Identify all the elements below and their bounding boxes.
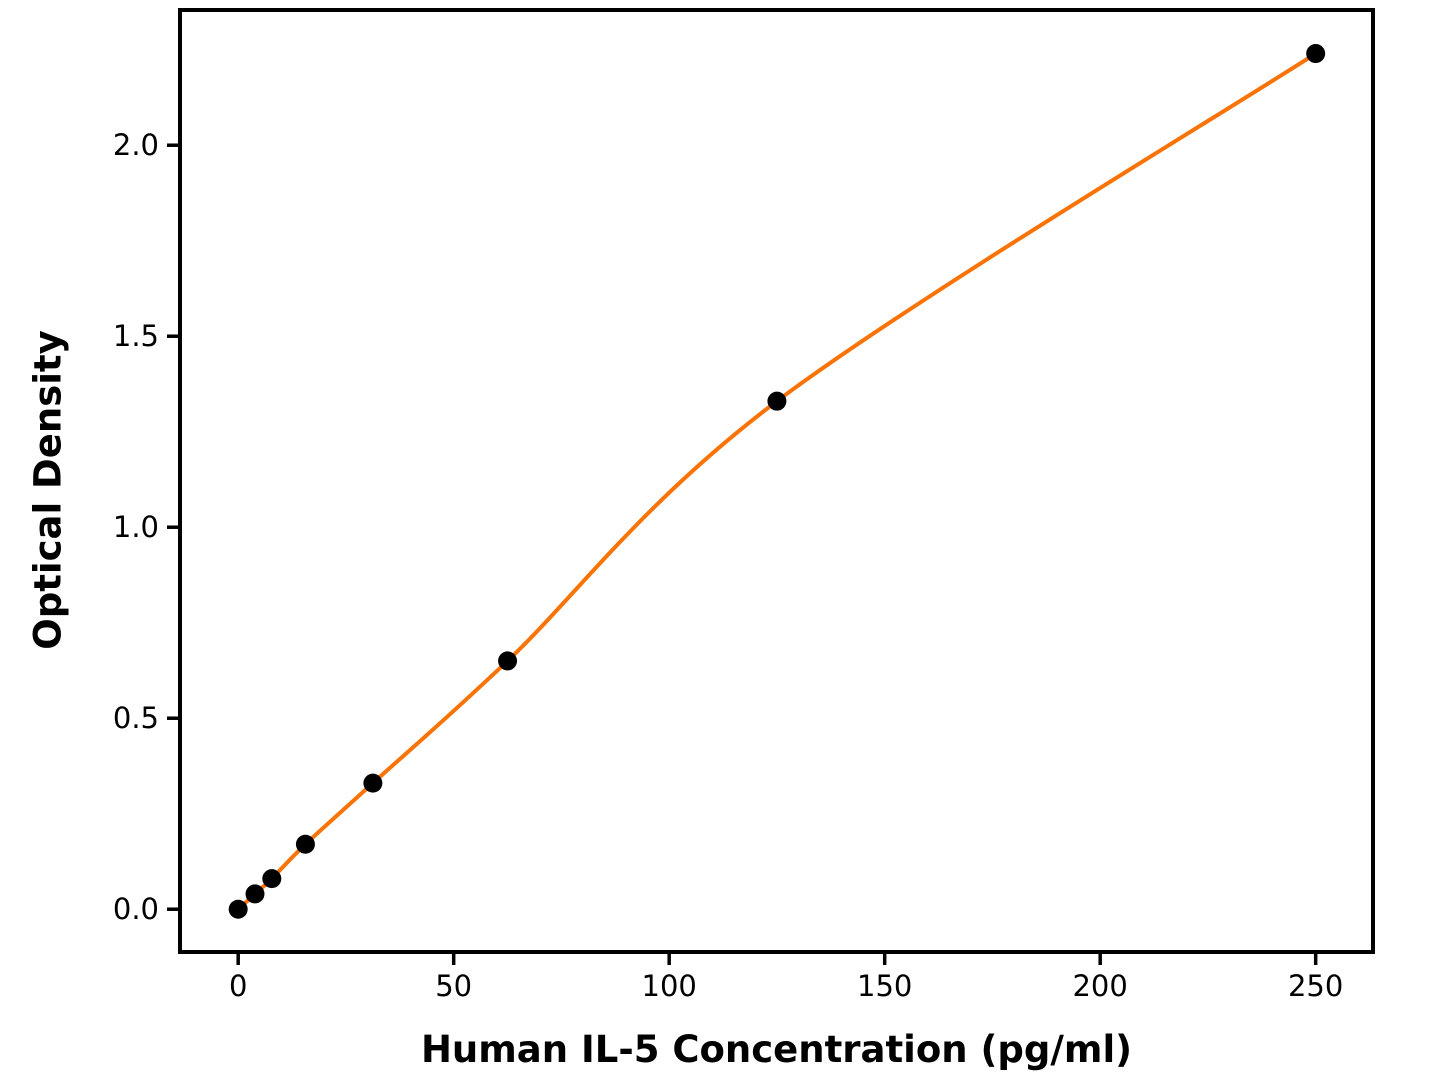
data-point: [498, 651, 518, 671]
data-point: [262, 869, 282, 889]
y-tick-label: 1.5: [113, 319, 159, 353]
x-tick-label: 100: [642, 969, 697, 1003]
x-tick-label: 250: [1288, 969, 1343, 1003]
data-point: [767, 391, 787, 411]
x-tick-label: 50: [435, 969, 472, 1003]
y-tick-label: 0.0: [113, 892, 159, 926]
y-tick-label: 1.0: [113, 510, 159, 544]
y-tick-label: 0.5: [113, 701, 159, 735]
data-point: [228, 899, 248, 919]
fit-curve: [236, 51, 1318, 912]
y-tick-label: 2.0: [113, 128, 159, 162]
data-point: [295, 834, 315, 854]
plot-border: [178, 8, 1375, 954]
x-tick-label: 0: [229, 969, 247, 1003]
data-point: [1306, 44, 1326, 64]
x-tick-label: 200: [1072, 969, 1127, 1003]
data-point: [245, 884, 265, 904]
x-axis-title: Human IL-5 Concentration (pg/ml): [420, 1028, 1133, 1071]
y-axis-title: Optical Density: [26, 330, 70, 650]
x-tick-label: 150: [857, 969, 912, 1003]
data-point: [363, 773, 383, 793]
